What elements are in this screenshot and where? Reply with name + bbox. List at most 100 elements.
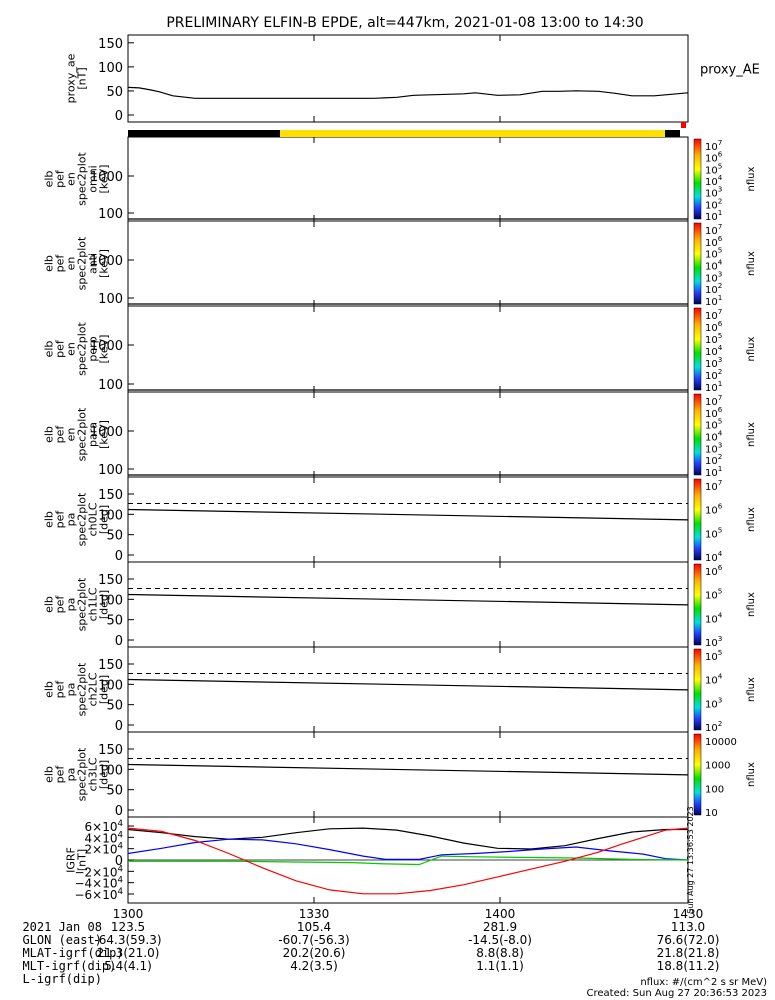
footer-row-l: L-igrf(dip) [8,960,102,986]
panel-en-anti-ylabel-line: anti [87,253,100,274]
footer-row-mlat: MLAT-igrf(dip) [8,934,124,960]
panel-pa-ch3LC-ylabel-line: ch3LC [87,757,100,791]
footer-label: GLON (east) [22,933,102,947]
panel-pa-ch3LC-ytick-label: 50 [106,784,123,799]
panel-en-anti-ylabel-line: en [65,257,78,271]
panel-en-para-colorbar [693,393,702,476]
panel-pa-ch1LC-colorbar-label: nflux [746,592,757,617]
panel-en-anti-ylabel-line: spec2plot [76,236,89,290]
panel-en-para-colorbar-tick: 101 [705,464,722,479]
status-bar-black-end [665,130,680,137]
panel-en-omni-colorbar-tick: 101 [705,208,722,223]
panel-en-para-colorbar-tick: 103 [705,440,722,455]
panel-pa-ch3LC-colorbar [693,733,702,816]
panel-en-omni-ylabel-line: en [65,172,78,186]
footer-value: 123.5 [111,920,145,934]
panel-pa-ch0LC-colorbar-label: nflux [746,507,757,532]
panel-proxy_ae-ytick-label: 0 [115,109,123,124]
panel-pa-ch0LC-ylabel-line: spec2plot [76,492,89,546]
panel-pa-ch2LC-ytick-label: 100 [98,678,123,693]
panel-igrf-ylabel-line: IGRF [65,847,78,873]
panel-pa-ch2LC-ylabel-line: spec2plot [76,662,89,716]
panel-pa-ch1LC-colorbar-tick: 103 [705,634,722,649]
footer-value: 281.9 [483,920,517,934]
footer-value: 1.1(1.1) [476,959,524,973]
panel-igrf-ytick-label: −2×104 [74,864,123,879]
panel-pa-ch2LC-ylabel-line: pef [54,680,67,699]
panel-pa-ch1LC-colorbar-tick: 104 [705,610,723,625]
panel-en-para-colorbar-label: nflux [746,422,757,447]
panel-pa-ch0LC-trend-line [127,508,689,521]
panel-en-para-colorbar-tick: 105 [705,417,722,432]
panel-en-perp-ylabel-line: pef [54,339,67,358]
footer-value: 21.8(21.8) [657,946,720,960]
panel-en-perp-ylabel-line: elb [43,341,56,358]
panel-en-omni-colorbar-tick: 105 [705,161,722,176]
panel-en-omni-colorbar-tick: 103 [705,185,722,200]
panel-pa-ch3LC-colorbar-label: nflux [746,762,757,787]
panel-en-omni-ylabel-line: elb [43,171,56,188]
panel-pa-ch1LC-ylabel-line: [deg] [98,590,111,619]
panel-proxy_ae-legend: proxy_AE [700,63,760,78]
panel-pa-ch0LC-colorbar [693,478,702,561]
panel-pa-ch2LC-ytick-label: 50 [106,699,123,714]
panel-en-anti-colorbar [693,222,702,305]
panel-en-perp-colorbar-tick: 103 [705,355,722,370]
footer-value: 1400 [485,907,516,921]
panel-en-para-colorbar-tick: 102 [705,452,722,467]
panel-en-anti-colorbar-tick: 101 [705,293,722,308]
panel-en-anti-frame [127,220,689,307]
panel-igrf-ylabel-line: [nT] [76,849,89,871]
panel-en-omni-ylabel-line: pef [54,169,67,188]
panel-igrf-side-label: Sun Aug 27 13:36:53 2023 [686,806,695,913]
panel-pa-ch0LC-colorbar-tick: 106 [705,502,723,517]
footer-value: -64.3(59.3) [94,933,161,947]
panel-en-omni-colorbar [693,138,702,220]
panel-pa-ch1LC-ylabel-line: pef [54,595,67,614]
panel-pa-ch3LC-frame [127,731,689,818]
panel-pa-ch3LC-colorbar-tick: 100 [705,784,724,795]
panel-en-omni-ylabel-line: omni [87,165,100,192]
panel-pa-ch0LC-ytick-label: 50 [106,529,123,544]
panel-en-anti-ytick-label: 1000 [90,254,123,269]
panel-pa-ch2LC-ytick-label: 0 [115,719,123,734]
panel-pa-ch0LC-colorbar-tick: 105 [705,525,722,540]
panel-en-para-frame [127,391,689,478]
panel-pa-ch1LC-ylabel-line: pa [65,598,78,612]
panel-en-anti-colorbar-tick: 103 [705,269,722,284]
panel-pa-ch2LC-ytick-label: 150 [98,658,123,673]
panel-igrf-ytick-label: 6×104 [85,819,123,834]
panel-pa-ch0LC-ylabel-line: elb [43,511,56,528]
credit-units: nflux: #/(cm^2 s sr MeV) [640,977,767,988]
panel-pa-ch0LC-ytick-label: 150 [98,488,123,503]
panel-pa-ch2LC-ylabel-line: elb [43,681,56,698]
panel-pa-ch2LC-colorbar-tick: 104 [705,672,723,687]
panel-en-anti-colorbar-tick: 106 [705,234,723,249]
footer-label: L-igrf(dip) [22,972,102,986]
panel-en-anti-ylabel-line: elb [43,255,56,272]
panel-igrf-ytick-label: 4×104 [85,830,123,845]
footer-value: 1330 [299,907,330,921]
panel-pa-ch1LC-ytick-label: 150 [98,573,123,588]
panel-igrf-ytick-label: 2×104 [85,842,123,857]
footer-label: MLAT-igrf(dip) [22,946,124,960]
panel-igrf-ytick-label: 0 [115,854,123,869]
panel-en-perp-colorbar-tick: 101 [705,379,722,394]
panel-pa-ch3LC-colorbar-tick: 1000 [705,761,730,772]
panel-pa-ch1LC-colorbar [693,563,702,646]
panel-pa-ch3LC-colorbar-tick: 10000 [705,737,737,748]
panel-pa-ch3LC-ytick-label: 150 [98,743,123,758]
panel-en-omni-colorbar-tick: 106 [705,150,723,165]
panel-en-anti-colorbar-tick: 107 [705,222,722,237]
panel-pa-ch2LC-ylabel-line: [deg] [98,675,111,704]
footer-value: 18.8(11.2) [657,959,720,973]
panel-pa-ch3LC-ylabel-line: pef [54,765,67,784]
footer-value: 1430 [673,907,704,921]
panel-en-omni-ytick-label: 100 [98,207,123,222]
panel-pa-ch3LC-colorbar-tick: 10 [705,808,718,819]
footer-value: 113.0 [671,920,705,934]
panel-igrf-ytick-label: −4×104 [74,876,123,891]
footer-row-mlt: MLT-igrf(dip) [8,947,116,973]
footer-value: 8.8(8.8) [476,946,524,960]
